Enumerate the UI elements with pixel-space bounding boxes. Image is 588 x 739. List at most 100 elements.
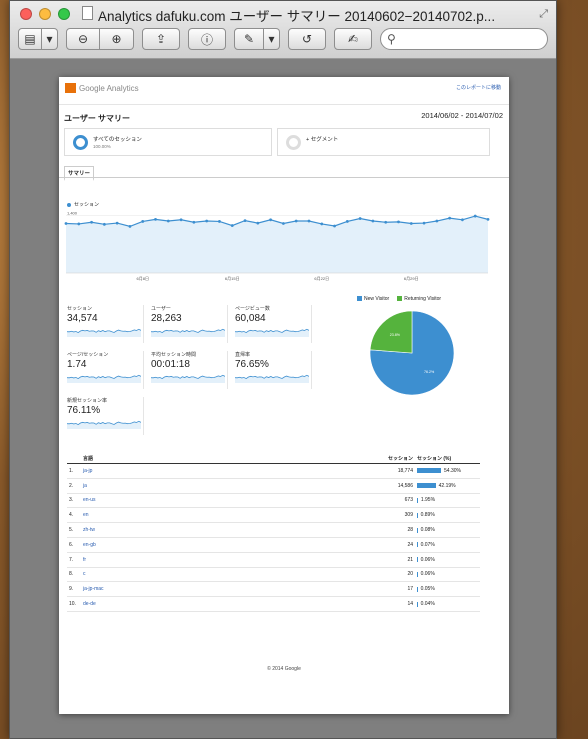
minimize-button[interactable]	[39, 8, 51, 20]
sessions-point	[179, 218, 183, 222]
x-tick-label: 6月29日	[404, 276, 419, 281]
tab-summary[interactable]: サマリー	[64, 166, 95, 181]
table-row: 1. ja-jp 18,774 54.30%	[67, 464, 480, 479]
zoom-button[interactable]	[58, 8, 70, 20]
sessions-point	[218, 220, 221, 223]
zoom-in-button[interactable]: ⊕	[100, 28, 134, 50]
info-button[interactable]: ⓘ	[188, 28, 226, 50]
language-link[interactable]: ja-jp-mac	[83, 586, 104, 593]
row-sessions: 20	[407, 571, 413, 578]
language-link[interactable]: ja	[83, 482, 87, 489]
x-tick-label: 6月15日	[225, 276, 240, 281]
table-row: 4. en 309 0.89%	[67, 508, 480, 524]
header-language: 言語	[83, 456, 94, 462]
toolbar: ▤ ▾ ⊖ ⊕ ⇪ ⓘ ✎	[18, 28, 548, 50]
metric-sparkline	[151, 374, 225, 383]
segment-all-sessions[interactable]: すべてのセッション 100.00%	[64, 128, 272, 156]
annotate-group: ✎ ▾	[234, 28, 280, 50]
row-pct-cell: 0.05%	[417, 586, 480, 592]
view-menu-button[interactable]: ▾	[42, 28, 58, 50]
table-body: 1. ja-jp 18,774 54.30% 2. ja 14,586 42.19% 3. en-…	[67, 464, 480, 612]
edit-button[interactable]: ✍	[334, 28, 372, 50]
pct-bar	[417, 512, 418, 518]
pen-icon: ✎	[243, 32, 255, 46]
metric-value: 00:01:18	[151, 359, 190, 370]
window-controls	[20, 8, 70, 20]
pct-bar	[417, 483, 436, 489]
fullscreen-icon[interactable]: ⤢	[539, 7, 548, 20]
share-icon: ⇪	[155, 32, 167, 46]
report-link[interactable]: このレポートに移動	[455, 85, 501, 91]
sessions-point	[166, 219, 170, 223]
segment-add[interactable]: + セグメント	[277, 128, 490, 156]
sessions-point	[307, 219, 311, 223]
table-row: 3. en-us 673 1.95%	[67, 494, 480, 509]
zoom-out-button[interactable]: ⊖	[66, 28, 100, 50]
pct-bar	[417, 586, 418, 592]
rotate-button[interactable]: ↺	[288, 28, 326, 50]
pdf-page: Google Analytics このレポートに移動 ユーザー サマリー 201…	[59, 77, 509, 714]
row-index: 9.	[69, 586, 74, 593]
legend-dot-icon	[67, 202, 71, 207]
sessions-point	[205, 219, 209, 223]
sessions-point	[154, 217, 157, 221]
language-link[interactable]: c	[83, 571, 86, 578]
language-link[interactable]: de-de	[83, 601, 96, 608]
row-sessions: 28	[407, 527, 413, 534]
share-button[interactable]: ⇪	[142, 28, 180, 50]
language-link[interactable]: en-gb	[83, 541, 96, 548]
pct-bar	[417, 497, 418, 503]
preview-window: Analytics dafuku.com ユーザー サマリー 20140602−…	[9, 0, 557, 739]
annotate-button[interactable]: ✎	[234, 28, 264, 50]
language-link[interactable]: zh-tw	[83, 527, 95, 534]
language-link[interactable]: en-us	[83, 497, 96, 504]
metric-sparkline	[151, 328, 225, 337]
language-table: 言語 セッション セッション (%) 1. ja-jp 18,774 54.30% 2.…	[67, 455, 480, 612]
annotate-menu-button[interactable]: ▾	[264, 28, 280, 50]
pct-bar	[417, 557, 418, 563]
language-link[interactable]: fr	[83, 556, 87, 563]
zoom-group: ⊖ ⊕	[66, 28, 134, 50]
row-sessions: 673	[404, 497, 413, 504]
legend-label-returning: Returning Visitor	[404, 296, 442, 302]
sessions-point	[128, 224, 132, 228]
sessions-point	[115, 221, 119, 225]
language-link[interactable]: ja-jp	[83, 467, 93, 474]
language-link[interactable]: en	[83, 512, 89, 519]
sidebar-toggle-button[interactable]: ▤	[18, 28, 42, 50]
pie-legend-returning: Returning Visitor	[397, 296, 441, 302]
legend-swatch	[397, 296, 403, 302]
search-field[interactable]: ⚲	[380, 28, 548, 50]
table-row: 7. fr 21 0.06%	[67, 553, 480, 568]
sessions-point	[384, 220, 388, 224]
metric-sparkline	[235, 328, 309, 337]
metric-card: ユーザー 28,263	[148, 305, 228, 343]
zoom-in-icon: ⊕	[111, 32, 122, 46]
row-pct: 1.95%	[420, 497, 436, 504]
info-icon: ⓘ	[200, 32, 213, 47]
sessions-legend: セッション	[67, 201, 99, 208]
table-row: 10. de-de 14 0.04%	[67, 597, 480, 612]
row-index: 6.	[69, 541, 74, 548]
sessions-point	[102, 222, 106, 226]
sidebar-view-group: ▤ ▾	[18, 28, 58, 50]
rotate-icon: ↺	[301, 32, 313, 46]
sessions-point	[409, 222, 413, 225]
sessions-area	[66, 216, 488, 273]
metric-card: 直帰率 76.65%	[232, 351, 312, 389]
row-sessions: 14	[407, 601, 413, 608]
metric-card: セッション 34,574	[64, 305, 144, 343]
row-index: 8.	[69, 571, 74, 578]
sessions-point	[192, 220, 196, 224]
metric-label: セッション	[67, 306, 93, 312]
pct-bar	[417, 542, 418, 548]
document-icon	[82, 6, 93, 20]
search-input[interactable]	[399, 33, 500, 45]
metric-value: 76.65%	[235, 359, 269, 370]
ga-logo-text: Google Analytics	[79, 83, 139, 93]
legend-swatch	[357, 296, 362, 302]
close-button[interactable]	[20, 8, 32, 20]
ga-logo-icon	[65, 83, 76, 93]
chevron-down-icon: ▾	[46, 32, 53, 46]
segment-ring-icon	[286, 135, 301, 150]
